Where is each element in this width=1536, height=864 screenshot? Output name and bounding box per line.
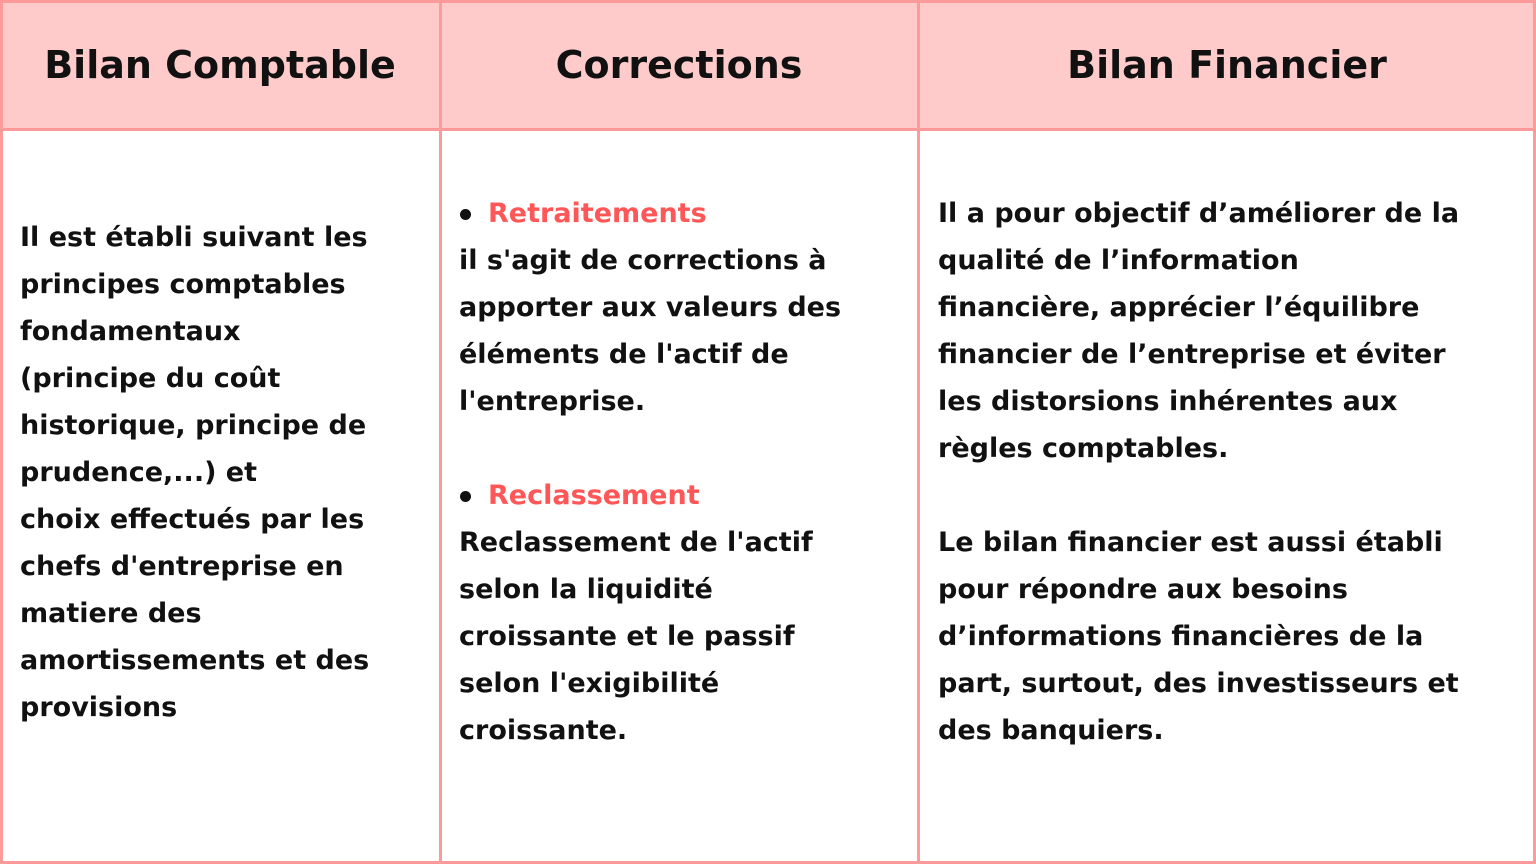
corrections-text: Retraitements il s'agit de corrections à…	[430, 190, 841, 754]
text-line: selon l'exigibilité	[459, 668, 720, 699]
text-line: pour répondre aux besoins	[938, 574, 1348, 605]
text-line: historique, principe de	[20, 410, 367, 441]
text-line: chefs d'entreprise en	[20, 551, 344, 582]
text-line: des banquiers.	[938, 715, 1164, 746]
bullet-retraitements: Retraitements	[430, 190, 841, 237]
text-line: provisions	[20, 692, 178, 723]
column-divider	[439, 0, 442, 864]
text-line: croissante et le passif	[459, 621, 795, 652]
retraitements-title: Retraitements	[488, 198, 707, 229]
bilan-financier-text: Il a pour objectif d’améliorer de la qual…	[938, 190, 1459, 754]
text-line: croissante.	[459, 715, 628, 746]
text-line: part, surtout, des investisseurs et	[938, 668, 1459, 699]
bilan-financier-para1: Il a pour objectif d’améliorer de la qual…	[938, 190, 1459, 472]
column-divider	[917, 0, 920, 864]
text-line: règles comptables.	[938, 433, 1229, 464]
text-line: Il a pour objectif d’améliorer de la	[938, 198, 1460, 229]
text-line: matiere des	[20, 598, 202, 629]
text-line: il s'agit de corrections à	[459, 245, 827, 276]
bilan-comptable-text: Il est établi suivant les principes compt…	[20, 214, 369, 731]
text-line: l'entreprise.	[459, 386, 646, 417]
text-line: principes comptables	[20, 269, 346, 300]
header-divider	[0, 128, 1536, 131]
text-line: amortissements et des	[20, 645, 370, 676]
text-line: apporter aux valeurs des	[459, 292, 842, 323]
header-bilan-comptable: Bilan Comptable	[0, 0, 440, 130]
bilan-financier-para2: Le bilan financier est aussi établi pour …	[938, 519, 1459, 754]
text-line: Il est établi suivant les	[20, 222, 368, 253]
text-line: Reclassement de l'actif	[459, 527, 813, 558]
text-line: éléments de l'actif de	[459, 339, 789, 370]
text-line: choix effectués par les	[20, 504, 365, 535]
text-line: fondamentaux	[20, 316, 241, 347]
text-line: selon la liquidité	[459, 574, 713, 605]
text-line: qualité de l’information	[938, 245, 1299, 276]
text-line: d’informations financières de la	[938, 621, 1424, 652]
text-line: financier de l’entreprise et éviter	[938, 339, 1446, 370]
text-line: (principe du coût	[20, 363, 281, 394]
text-line: les distorsions inhérentes aux	[938, 386, 1398, 417]
reclassement-title: Reclassement	[488, 480, 700, 511]
text-line: financière, apprécier l’équilibre	[938, 292, 1420, 323]
bullet-reclassement: Reclassement	[430, 472, 841, 519]
header-corrections: Corrections	[440, 0, 918, 130]
header-bilan-financier: Bilan Financier	[918, 0, 1536, 130]
text-line: prudence,...) et	[20, 457, 258, 488]
text-line: Le bilan financier est aussi établi	[938, 527, 1443, 558]
retraitements-description: il s'agit de corrections à apporter aux v…	[430, 237, 841, 425]
reclassement-description: Reclassement de l'actif selon la liquidit…	[430, 519, 841, 754]
